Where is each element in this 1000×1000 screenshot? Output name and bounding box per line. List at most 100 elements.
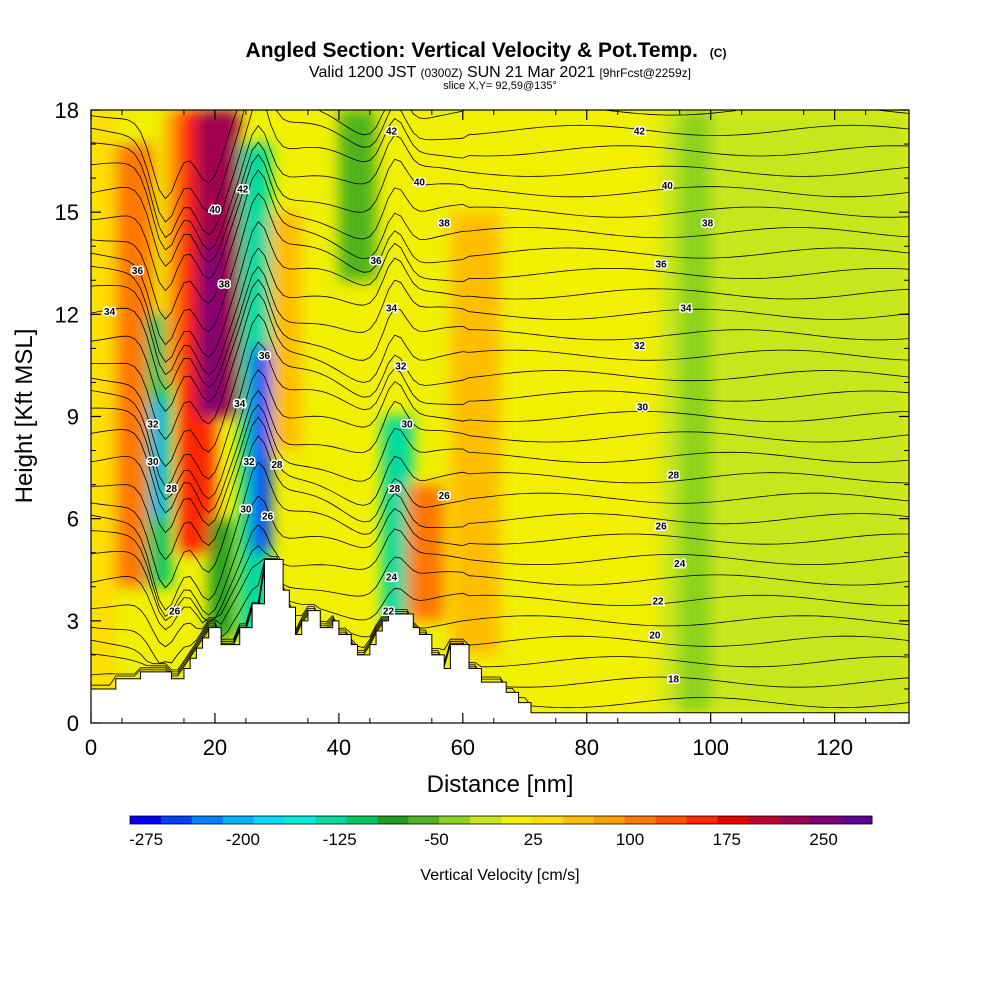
theta-contour-line xyxy=(91,403,909,534)
theta-contour-line xyxy=(91,416,909,561)
theta-contour-line xyxy=(91,313,909,468)
theta-contour-line xyxy=(91,341,909,488)
theta-contour-label: 20 xyxy=(649,630,661,641)
colorbar-swatch xyxy=(779,816,811,824)
theta-contour-label: 36 xyxy=(259,351,271,362)
velocity-cell xyxy=(252,348,271,553)
theta-contour-line xyxy=(91,141,909,267)
theta-contour-label: 24 xyxy=(386,573,398,584)
theta-contour-label: 30 xyxy=(637,402,649,413)
theta-contour-label: 42 xyxy=(237,184,249,195)
colorbar-label: Vertical Velocity [cm/s] xyxy=(420,867,579,884)
colorbar-tick-label: 250 xyxy=(809,830,837,849)
theta-contour-label: 38 xyxy=(439,218,451,229)
theta-contour-line xyxy=(91,560,909,664)
colorbar-swatch xyxy=(748,816,780,824)
y-tick-label: 6 xyxy=(67,507,79,532)
theta-contour-line xyxy=(91,110,909,223)
theta-contour-line xyxy=(91,461,909,611)
theta-contour-line xyxy=(91,524,909,623)
colorbar-swatch xyxy=(624,816,656,824)
theta-contour-label: 34 xyxy=(234,399,246,410)
theta-contour-label: 38 xyxy=(702,218,714,229)
colorbar-swatch xyxy=(531,816,564,824)
colorbar-swatch xyxy=(810,816,842,824)
theta-contour-line xyxy=(91,495,909,617)
theta-contour-line xyxy=(91,558,909,648)
colorbar-swatch xyxy=(841,816,873,824)
theta-contour-label: 34 xyxy=(386,304,398,315)
theta-contour-label: 32 xyxy=(147,419,159,430)
theta-contour-label: 30 xyxy=(401,419,413,430)
theta-contour-label: 28 xyxy=(668,470,680,481)
y-tick-label: 3 xyxy=(67,609,79,634)
theta-contour-label: 32 xyxy=(634,341,646,352)
colorbar-swatch xyxy=(130,816,162,824)
theta-contour-line xyxy=(91,153,909,292)
theta-contour-line xyxy=(91,110,909,200)
colorbar-frame xyxy=(129,815,873,825)
velocity-cell xyxy=(338,110,377,281)
colorbar-swatch xyxy=(439,816,471,824)
theta-contour-line xyxy=(91,221,909,363)
colorbar-swatch xyxy=(253,816,285,824)
theta-contour-line xyxy=(91,566,909,688)
theta-contour-label: 36 xyxy=(370,256,382,267)
colorbar-tick-label: -125 xyxy=(323,830,357,849)
theta-contour-label: 36 xyxy=(132,266,144,277)
theta-contour-label: 26 xyxy=(656,521,668,532)
theta-contour-line xyxy=(91,125,909,251)
x-tick-label: 80 xyxy=(575,735,599,760)
colorbar-tick-label: 100 xyxy=(616,830,644,849)
y-tick-label: 18 xyxy=(55,98,79,123)
theta-contour-labels: 42 42 42 40 40 40 38 38 38 36 36 36 36 34 34 34 34 32 32 32… xyxy=(103,125,716,687)
colorbar-swatch xyxy=(284,816,316,824)
chart-title: Angled Section: Vertical Velocity & Pot.… xyxy=(246,39,727,62)
theta-contour-line xyxy=(91,562,909,671)
colorbar-tick-label: 175 xyxy=(713,830,741,849)
colorbar-swatch xyxy=(562,816,595,824)
colorbar-tick-label: -200 xyxy=(226,830,260,849)
theta-contour-line xyxy=(91,389,909,514)
velocity-cell xyxy=(152,399,166,519)
colorbar-swatch xyxy=(222,816,255,824)
theta-contour-label: 38 xyxy=(219,280,231,291)
theta-contour-label: 42 xyxy=(386,126,398,137)
y-axis-label: Height [Kft MSL] xyxy=(11,329,38,504)
theta-contour-label: 36 xyxy=(656,259,668,270)
colorbar-tick-label: 25 xyxy=(524,830,543,849)
velocity-cell xyxy=(270,212,302,451)
theta-contour-label: 32 xyxy=(395,361,407,372)
theta-contour-label: 30 xyxy=(147,457,159,468)
theta-contour-line xyxy=(91,435,909,589)
theta-contour-line xyxy=(91,192,909,346)
colorbar-swatch xyxy=(408,816,440,824)
x-tick-label: 40 xyxy=(327,735,351,760)
colorbar-swatch xyxy=(377,816,409,824)
x-axis-label: Distance [nm] xyxy=(427,771,574,798)
theta-contour-label: 22 xyxy=(652,596,664,607)
theta-contour-line xyxy=(91,169,909,320)
colorbar-swatch xyxy=(346,816,378,824)
theta-contour-label: 34 xyxy=(680,304,692,315)
theta-contour-line xyxy=(91,247,909,376)
velocity-cell xyxy=(679,110,711,713)
velocity-field xyxy=(91,110,909,723)
colorbar-tick-label: -275 xyxy=(129,830,163,849)
colorbar-swatch xyxy=(315,816,347,824)
colorbar-swatch xyxy=(191,816,224,824)
theta-contour-line xyxy=(91,292,909,441)
x-tick-label: 60 xyxy=(451,735,475,760)
x-tick-label: 120 xyxy=(816,735,853,760)
theta-contour-line xyxy=(91,266,909,390)
theta-contour-label: 32 xyxy=(243,457,255,468)
x-tick-label: 20 xyxy=(203,735,227,760)
theta-contour-label: 34 xyxy=(104,307,116,318)
y-tick-label: 0 xyxy=(67,711,79,736)
theta-contour-line xyxy=(91,110,909,239)
colorbar-swatch xyxy=(717,816,749,824)
velocity-cell xyxy=(450,212,500,655)
theta-contour-label: 22 xyxy=(383,607,395,618)
